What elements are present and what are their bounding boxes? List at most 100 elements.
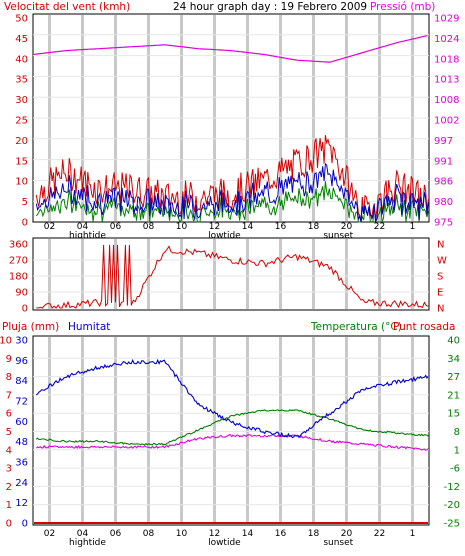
wind-direction-line [36, 244, 429, 309]
temperature-line [35, 409, 429, 446]
pressure-axis-title: Pressió (mb) [370, 1, 435, 13]
x-tick-label: 10 [176, 222, 188, 232]
x-tick-label: 20 [341, 529, 353, 539]
pressure-tick-label: 1008 [434, 95, 459, 106]
x-tick-label: 12 [209, 222, 220, 232]
x-tick-label: 04 [77, 529, 89, 539]
pressure-tick-label: 991 [434, 156, 453, 167]
humidity-tick-label: 60 [15, 417, 28, 428]
temperature-tick-label: 8 [454, 427, 460, 438]
direction-tick-label: 270 [9, 256, 28, 267]
pressure-tick-label: 980 [434, 197, 453, 208]
temperature-tick-label: 40 [447, 336, 460, 347]
rain-tick-label: 0 [6, 519, 12, 530]
wind-tick-label: 50 [15, 14, 28, 25]
wind-tick-label: 5 [22, 197, 28, 208]
x-tick-label: 06 [110, 222, 122, 232]
x-tick-label: 22 [374, 222, 385, 232]
x-tick-label: 08 [143, 222, 155, 232]
x-tick-label: 06 [110, 529, 122, 539]
dewpoint-line [35, 433, 429, 451]
chart-title: 24 hour graph day : 19 Febrero 2009 [173, 1, 367, 13]
wind-tick-label: 40 [15, 54, 28, 65]
rain-tick-label: 2 [6, 482, 12, 493]
temperature-tick-label: -20 [444, 500, 460, 511]
x-tick-label: 08 [143, 529, 155, 539]
pressure-tick-label: 975 [434, 218, 453, 229]
temperature-tick-label: 1 [454, 445, 460, 456]
x-tick-label: 02 [44, 222, 55, 232]
x-tick-label: 14 [242, 529, 254, 539]
humidity-tick-label: 72 [15, 397, 28, 408]
x-tick-label: 18 [308, 222, 320, 232]
humidity-axis-title: Humitat [68, 321, 110, 333]
rain-tick-label: 5 [6, 427, 12, 438]
humidity-tick-label: 36 [15, 458, 28, 469]
compass-tick-label: N [437, 304, 444, 315]
rain-tick-label: 6 [6, 409, 12, 420]
rain-tick-label: 9 [6, 354, 12, 365]
compass-tick-label: E [437, 288, 443, 299]
humidity-tick-label: 12 [15, 498, 28, 509]
pressure-tick-label: 986 [434, 177, 453, 188]
pressure-tick-label: 1029 [434, 14, 459, 25]
wind-tick-label: 35 [15, 75, 28, 86]
event-label-sunset: sunset [323, 231, 353, 241]
humidity-tick-label: 84 [15, 376, 28, 387]
x-tick-label: 16 [275, 529, 287, 539]
direction-tick-label: 90 [15, 288, 28, 299]
temperature-tick-label: 27 [447, 372, 460, 383]
x-tick-label: 12 [209, 529, 220, 539]
x-tick-label: 22 [374, 529, 385, 539]
x-tick-label: 04 [77, 222, 89, 232]
temperature-tick-label: 21 [447, 390, 460, 401]
pressure-tick-label: 1002 [434, 116, 459, 127]
compass-tick-label: S [437, 272, 443, 283]
temperature-tick-label: -12 [444, 482, 460, 493]
event-label-lowtide: lowtide [208, 538, 241, 548]
wind-tick-label: 30 [15, 95, 28, 106]
humidity-tick-label: 48 [15, 437, 28, 448]
wind-tick-label: 15 [15, 156, 28, 167]
x-tick-label: 14 [242, 222, 254, 232]
wind-tick-label: 20 [15, 136, 28, 147]
pressure-line [32, 35, 428, 63]
temperature-tick-label: 15 [447, 409, 460, 420]
x-tick-label: 10 [176, 529, 188, 539]
event-label-hightide: hightide [69, 538, 106, 548]
direction-tick-label: 360 [9, 240, 28, 251]
wind-tick-label: 25 [15, 116, 28, 127]
wind-avg-line [35, 162, 429, 223]
pressure-tick-label: 997 [434, 136, 453, 147]
pressure-tick-label: 1013 [434, 75, 459, 86]
wind-tick-label: 10 [15, 177, 28, 188]
pressure-tick-label: 1024 [434, 34, 459, 45]
rain-tick-label: 3 [6, 464, 12, 475]
x-tick-label: 1 [410, 529, 416, 539]
x-tick-label: 18 [308, 529, 320, 539]
event-label-sunset: sunset [323, 538, 353, 548]
x-tick-label: 02 [44, 529, 55, 539]
event-label-lowtide: lowtide [208, 231, 241, 241]
humidity-tick-label: 24 [15, 478, 28, 489]
wind-tick-label: 45 [15, 34, 28, 45]
humidity-tick-label: 0 [22, 519, 28, 530]
humidity-line [35, 358, 429, 439]
direction-tick-label: 180 [9, 272, 28, 283]
panel-wind-direction [32, 237, 430, 311]
rain-tick-label: 4 [6, 445, 12, 456]
rain-tick-label: 7 [6, 390, 12, 401]
wind-axis-title: Velocitat del vent (kmh) [4, 1, 130, 13]
rain-tick-label: 1 [6, 500, 12, 511]
pressure-tick-label: 1018 [434, 54, 459, 65]
temperature-axis-title: Temperatura (°C) [310, 321, 402, 333]
wind-gust-line [35, 135, 429, 223]
humidity-tick-label: 96 [15, 356, 28, 367]
temperature-tick-label: -25 [444, 519, 460, 530]
x-tick-label: 20 [341, 222, 353, 232]
rain-tick-label: 10 [0, 336, 12, 347]
panel-temp-humidity [32, 335, 430, 526]
rain-tick-label: 8 [6, 372, 12, 383]
dewpoint-axis-title: Punt rosada [393, 321, 455, 333]
